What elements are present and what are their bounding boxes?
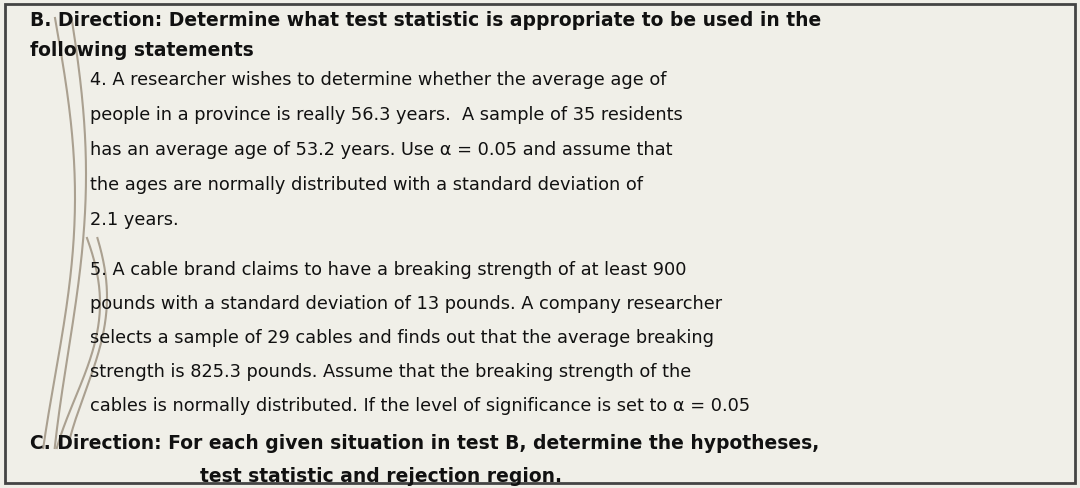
Text: 2.1 years.: 2.1 years. bbox=[90, 210, 178, 228]
Text: selects a sample of 29 cables and finds out that the average breaking: selects a sample of 29 cables and finds … bbox=[90, 328, 714, 346]
Text: B. Direction: Determine what test statistic is appropriate to be used in the: B. Direction: Determine what test statis… bbox=[30, 11, 821, 30]
Text: pounds with a standard deviation of 13 pounds. A company researcher: pounds with a standard deviation of 13 p… bbox=[90, 294, 723, 312]
Text: has an average age of 53.2 years. Use α = 0.05 and assume that: has an average age of 53.2 years. Use α … bbox=[90, 141, 673, 159]
Text: people in a province is really 56.3 years.  A sample of 35 residents: people in a province is really 56.3 year… bbox=[90, 106, 683, 124]
Text: test statistic and rejection region.: test statistic and rejection region. bbox=[200, 466, 562, 485]
Text: 5. A cable brand claims to have a breaking strength of at least 900: 5. A cable brand claims to have a breaki… bbox=[90, 261, 687, 279]
Text: the ages are normally distributed with a standard deviation of: the ages are normally distributed with a… bbox=[90, 176, 643, 194]
Text: cables is normally distributed. If the level of significance is set to α = 0.05: cables is normally distributed. If the l… bbox=[90, 396, 751, 414]
Text: 4. A researcher wishes to determine whether the average age of: 4. A researcher wishes to determine whet… bbox=[90, 71, 666, 89]
Text: following statements: following statements bbox=[30, 41, 254, 60]
Text: C. Direction: For each given situation in test B, determine the hypotheses,: C. Direction: For each given situation i… bbox=[30, 433, 820, 452]
Text: strength is 825.3 pounds. Assume that the breaking strength of the: strength is 825.3 pounds. Assume that th… bbox=[90, 362, 691, 380]
